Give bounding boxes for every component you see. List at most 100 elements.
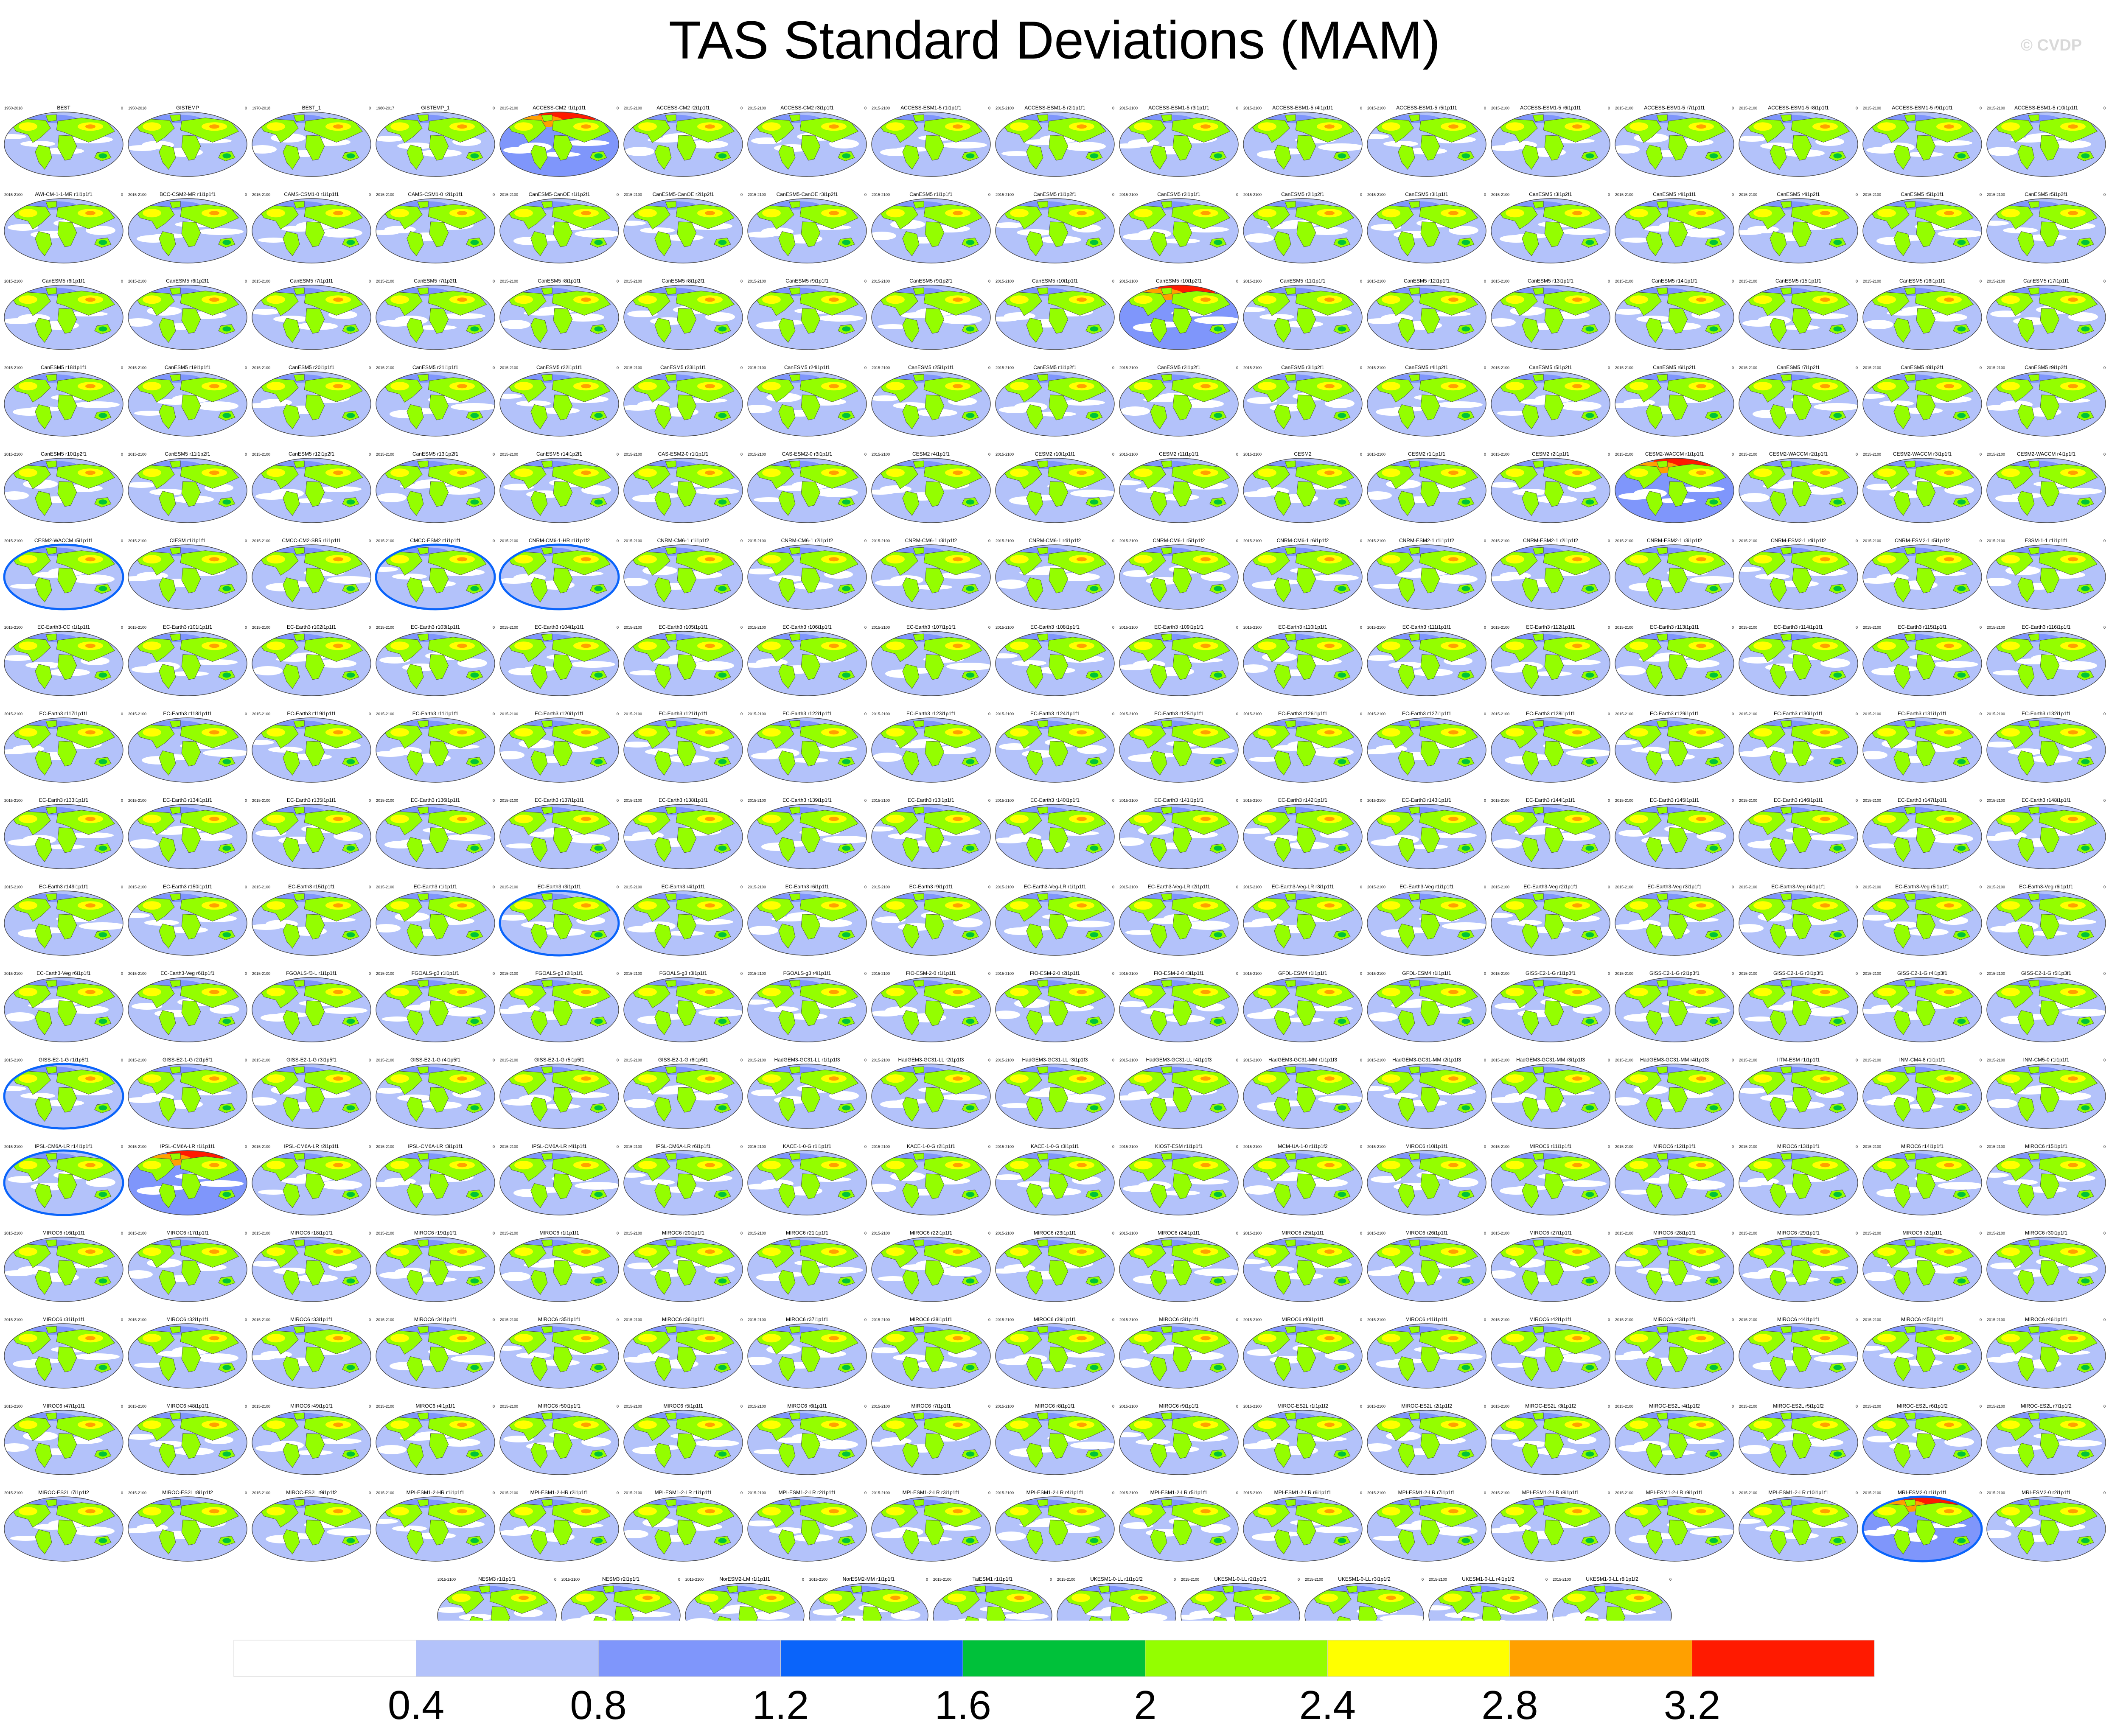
panel-title: FGOALS-g3 r2i1p1f1 (536, 970, 583, 976)
low-variance-patch (1988, 147, 2017, 156)
continent (417, 201, 429, 209)
low-variance-patch (939, 1267, 982, 1276)
map-field (500, 372, 619, 436)
panel-title: KIOST-ESM r1i1p1f1 (1155, 1143, 1203, 1149)
panel-title: MIROC-ES2L r8i1p1f2 (162, 1490, 213, 1495)
panel-years: 2015-2100 (1119, 885, 1138, 889)
panel-years: 2015-2100 (872, 193, 890, 197)
panel-corner: 0 (493, 1404, 495, 1408)
map-field (252, 112, 371, 176)
panel-years: 2015-2100 (1243, 712, 1262, 716)
panel-corner: 0 (1856, 798, 1858, 803)
panel-years: 2015-2100 (1119, 106, 1138, 110)
map-field (1491, 631, 1610, 696)
panel-title: CAS-ESM2-0 r3i1p1f1 (782, 451, 833, 457)
map-field (1615, 1151, 1734, 1215)
panel-corner: 0 (1856, 1058, 1858, 1062)
low-variance-patch (1616, 666, 1646, 675)
low-variance-patch (2061, 1009, 2106, 1016)
map-field (4, 285, 123, 350)
panel-corner: 0 (740, 1491, 743, 1495)
panel-years: 2015-2100 (1987, 193, 2005, 197)
panel-years: 2015-2100 (1615, 1491, 1633, 1495)
panel-years: 2015-2100 (1615, 193, 1633, 197)
panel-years: 2015-2100 (128, 885, 146, 889)
map-field (252, 458, 371, 523)
map-field (252, 285, 371, 350)
panel-title: HadGEM3-GC31-MM r3i1p1f3 (1516, 1057, 1585, 1063)
panel-corner: 0 (617, 1145, 619, 1149)
panel-title: INM-CM4-8 r1i1p1f1 (1899, 1057, 1946, 1063)
map-field (996, 718, 1114, 782)
map-field (1491, 1324, 1610, 1388)
panel-title: NorESM2-MM r1i1p1f1 (843, 1576, 895, 1582)
panel-title: GISS-E2-1-G r2i1p3f1 (1649, 970, 1700, 976)
panel-title: BEST (57, 105, 70, 111)
panel-title: EC-Earth3 r133i1p1f1 (39, 797, 88, 803)
low-variance-patch (815, 488, 858, 497)
map-field (1119, 891, 1238, 955)
panel-corner: 0 (864, 798, 867, 803)
panel-years: 2015-2100 (996, 1058, 1014, 1062)
panel-title: CESM2-WACCM r1i1p1f1 (1645, 451, 1704, 457)
panel-corner: 0 (121, 452, 123, 456)
panel-title: MIROC6 r10i1p1f1 (1405, 1143, 1448, 1149)
low-variance-patch (1367, 749, 1391, 754)
map-field (500, 718, 619, 782)
panel-title: IPSL-CM6A-LR r1i1p1f1 (160, 1143, 215, 1149)
panel-years: 2015-2100 (500, 712, 518, 716)
panel-years: 2015-2100 (1987, 366, 2005, 370)
map-field (1739, 1410, 1858, 1475)
map-field (252, 1064, 371, 1128)
panel-title: ACCESS-CM2 r3i1p1f1 (780, 105, 834, 111)
low-variance-patch (501, 320, 530, 329)
panel-corner: 0 (1980, 1491, 1982, 1495)
low-variance-patch (817, 315, 863, 322)
low-variance-patch (996, 653, 1018, 658)
panel-title: EC-Earth3 r146i1p1f1 (1774, 797, 1823, 803)
continent (902, 145, 920, 170)
panel-years: 2015-2100 (4, 366, 22, 370)
panel-title: GISTEMP_1 (421, 105, 450, 111)
map-outline (995, 112, 1115, 177)
map-field (933, 1583, 1052, 1621)
low-variance-patch (748, 568, 776, 574)
panel-title: MPI-ESM1-2-LR r4i1p1f1 (1026, 1490, 1084, 1495)
panel-years: 2015-2100 (252, 798, 270, 803)
panel-years: 2015-2100 (1739, 1404, 1757, 1408)
panel-title: CNRM-CM6-1 r3i1p1f2 (905, 538, 957, 543)
panel-years: 2015-2100 (376, 712, 394, 716)
panel-corner: 0 (1484, 539, 1486, 543)
panel-corner: 0 (864, 193, 867, 197)
continent (35, 318, 52, 343)
panel-corner: 0 (121, 1491, 123, 1495)
low-variance-patch (1755, 1526, 1790, 1532)
panel-title: EC-Earth3 r107i1p1f1 (906, 624, 956, 630)
continent (1522, 231, 1539, 256)
continent (1544, 221, 1564, 247)
panel-title: UKESM1-0-LL r4i1p1f2 (1462, 1576, 1514, 1582)
low-variance-patch (1863, 1346, 1885, 1351)
panel-years: 2015-2100 (1367, 1145, 1385, 1149)
continent (429, 308, 449, 334)
panel-years: 2015-2100 (872, 1318, 890, 1322)
map-field (1863, 718, 1982, 782)
panel-title: MIROC-ES2L r9i1p1f2 (286, 1490, 337, 1495)
panel-title: CAMS-CSM1-0 r2i1p1f1 (408, 191, 463, 197)
panel-years: 2015-2100 (624, 885, 642, 889)
map-field (996, 458, 1114, 523)
map-field (1367, 1151, 1486, 1215)
